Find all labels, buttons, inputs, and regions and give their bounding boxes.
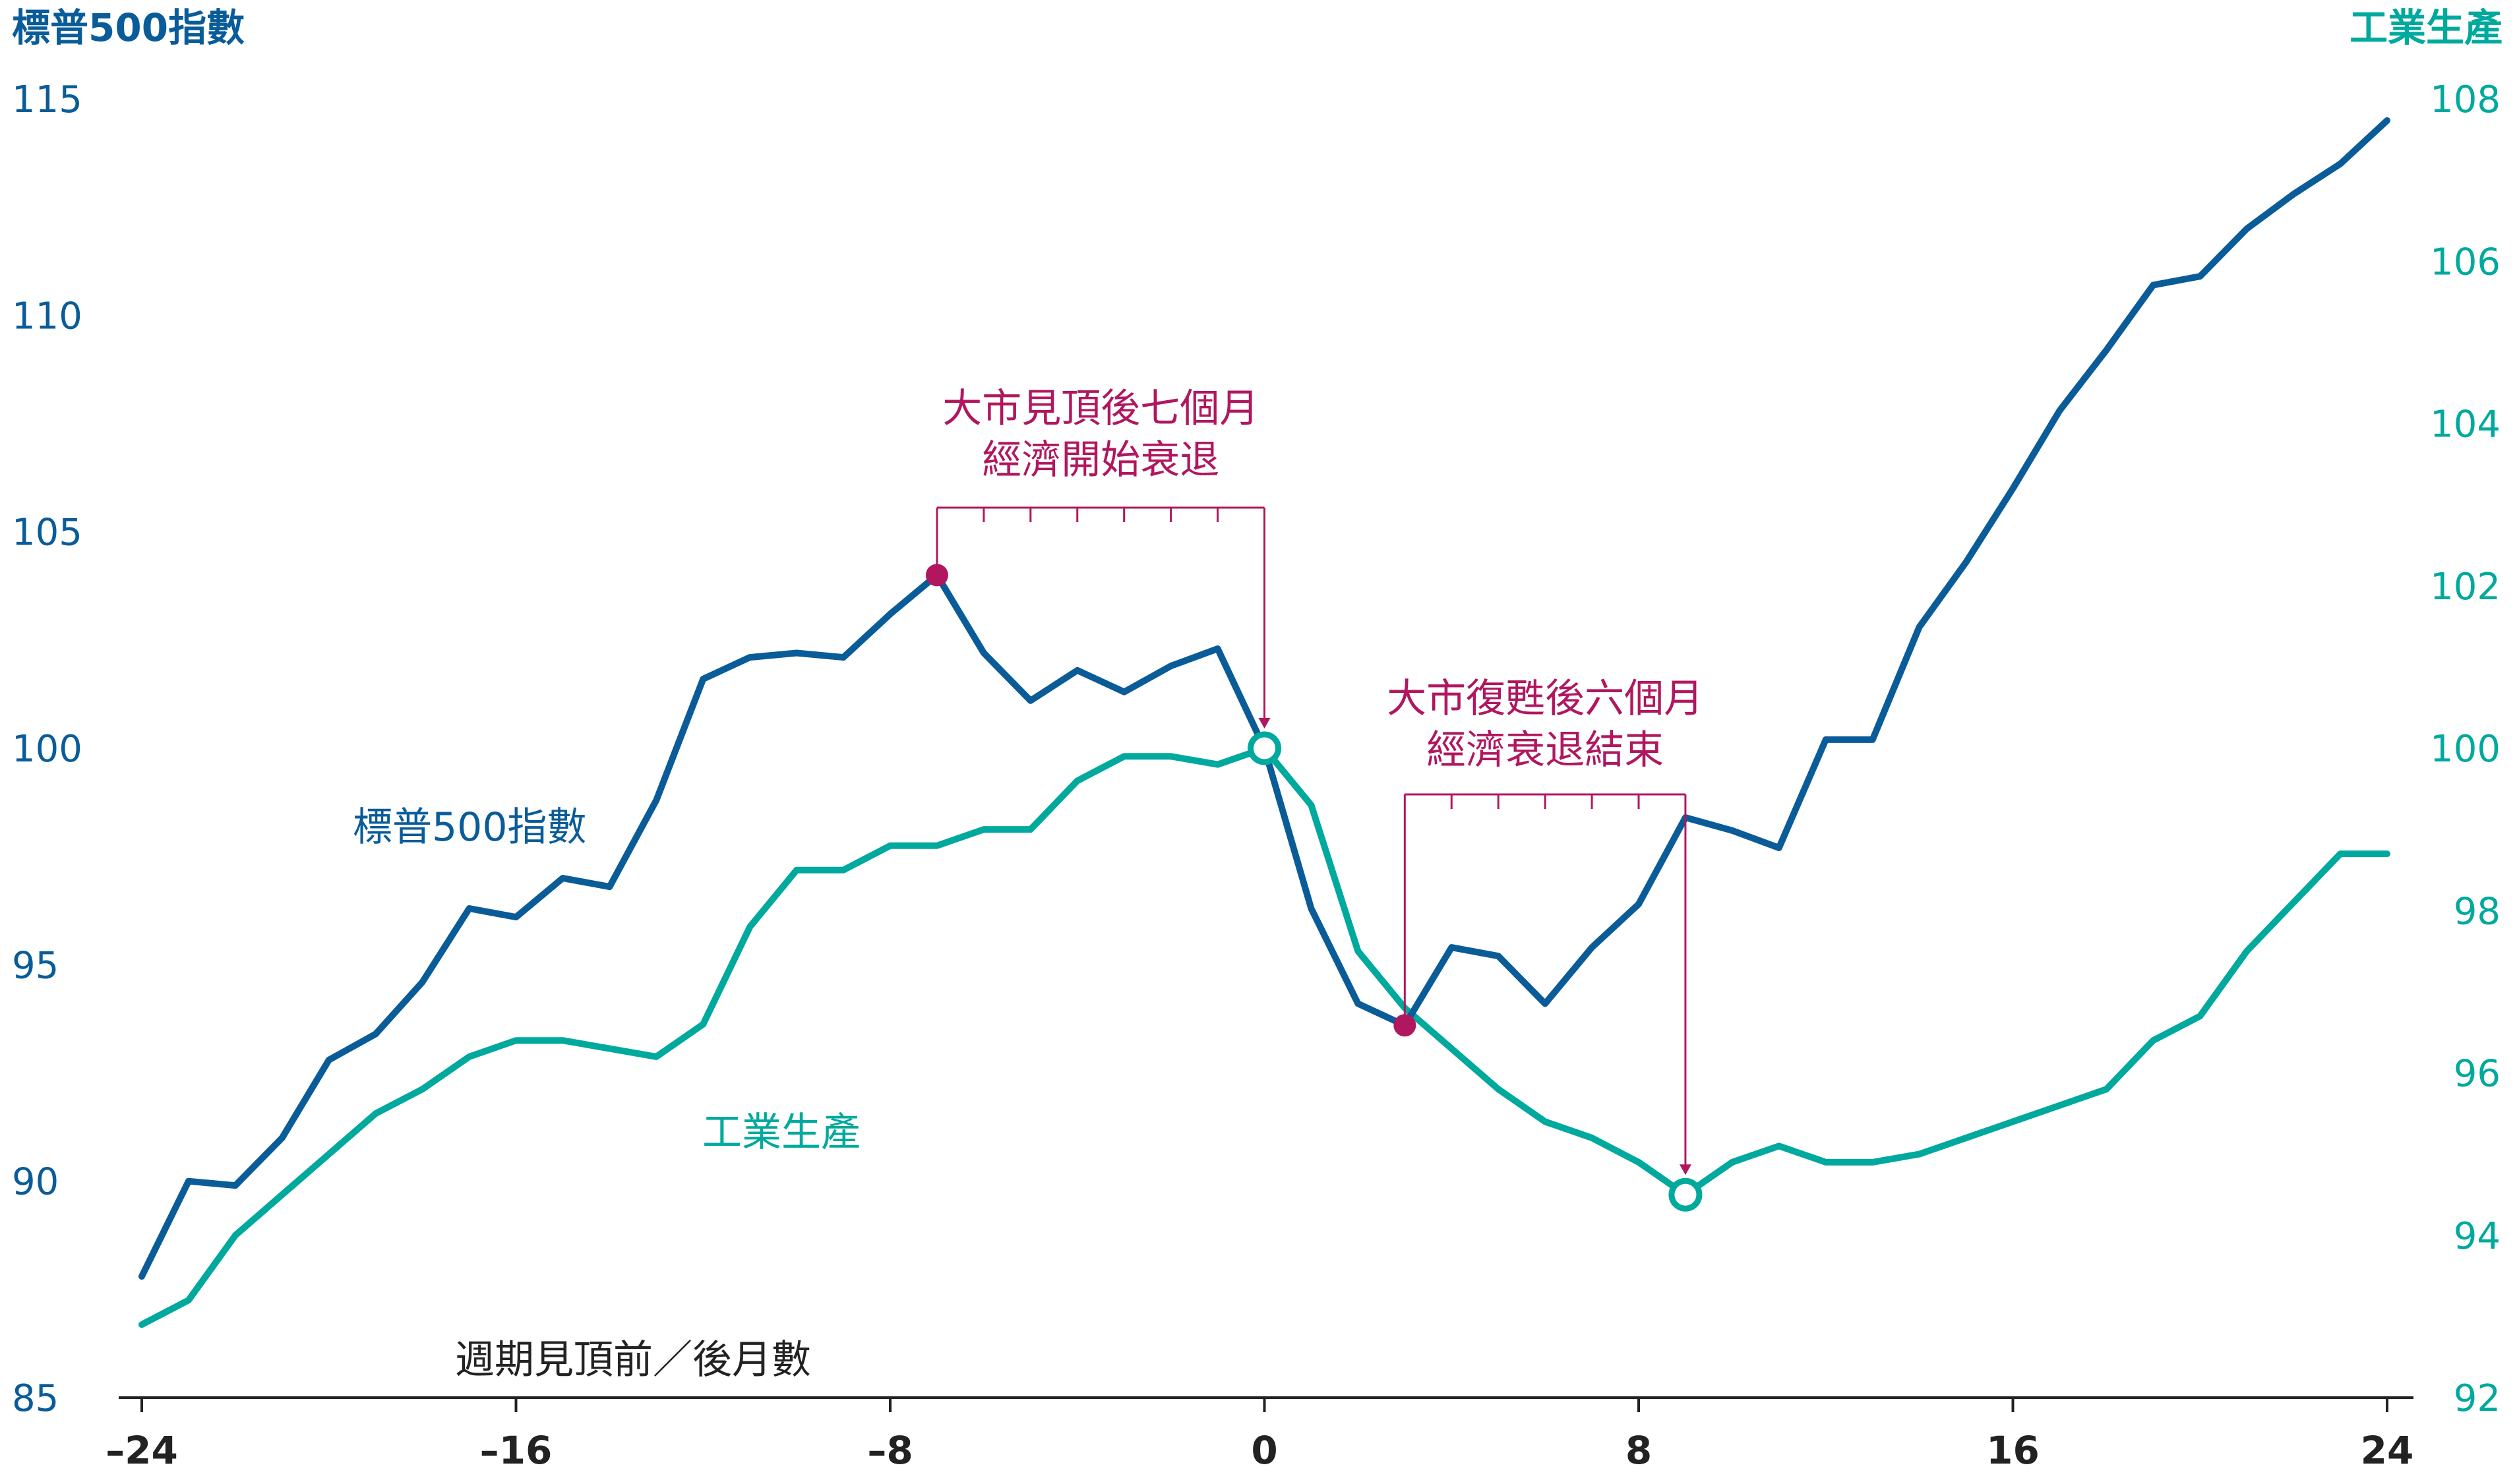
annotation-text-line: 大市復甦後六個月 [1387, 676, 1703, 722]
left-tick-label: 105 [12, 512, 82, 554]
right-tick-label: 108 [2430, 78, 2501, 121]
left-axis-title: 標普500指數 [12, 5, 245, 50]
industrial-series-label: 工業生產 [702, 1110, 861, 1156]
left-tick-label: 110 [12, 295, 82, 338]
annotation-text-line: 經濟衰退結束 [1426, 727, 1664, 773]
x-tick-label: –24 [106, 1428, 178, 1473]
x-tick-label: 8 [1625, 1428, 1652, 1473]
annotation-start-dot [925, 564, 948, 587]
right-tick-label: 100 [2430, 728, 2501, 771]
left-tick-label: 85 [12, 1377, 59, 1420]
right-axis-title: 工業生產 [2350, 5, 2502, 50]
left-axis-ticks: 85 90 95 100 105 110 115 [12, 78, 82, 1420]
left-tick-label: 100 [12, 728, 82, 771]
annotation-text-line: 大市見頂後七個月 [942, 386, 1259, 432]
right-tick-label: 96 [2454, 1053, 2501, 1096]
x-tick-label: –8 [867, 1428, 913, 1473]
sp500-series-label: 標普500指數 [353, 804, 587, 850]
left-tick-label: 115 [12, 78, 82, 121]
right-tick-label: 102 [2430, 566, 2501, 608]
left-tick-label: 90 [12, 1161, 59, 1204]
x-tick-label: 0 [1251, 1428, 1277, 1473]
x-tick-label: 24 [2361, 1428, 2414, 1473]
annotation-text-line: 經濟開始衰退 [982, 437, 1219, 483]
left-tick-label: 95 [12, 944, 59, 987]
annotation-start-dot [1393, 1014, 1416, 1037]
annotation-arrowhead [1258, 718, 1271, 728]
annotation-end-ring [1248, 731, 1281, 765]
annotation-end-ring [1668, 1177, 1703, 1212]
x-axis-label: 週期見頂前／後月數 [455, 1337, 811, 1383]
annotation-arrowhead [1679, 1164, 1691, 1175]
x-tick-label: –16 [480, 1428, 553, 1473]
right-tick-label: 94 [2454, 1215, 2501, 1258]
right-tick-label: 98 [2454, 890, 2501, 933]
right-tick-label: 92 [2454, 1377, 2501, 1420]
x-axis-ticks: –24 –16 –8 0 8 16 24 [106, 1398, 2413, 1473]
right-tick-label: 104 [2430, 403, 2501, 446]
x-tick-label: 16 [1986, 1428, 2040, 1473]
right-tick-label: 106 [2430, 241, 2501, 283]
right-axis-ticks: 92 94 96 98 100 102 104 106 108 [2430, 78, 2501, 1420]
